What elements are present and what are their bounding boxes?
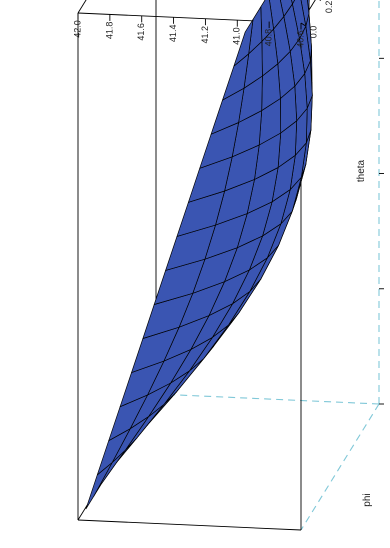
z-tick-label: 41.4 <box>168 25 178 43</box>
z-axis: 40.6 40.8 41.0 41.2 41.4 41.6 41.8 42.0 <box>72 13 305 48</box>
z-tick-label: 40.6 <box>295 30 305 48</box>
z-tick-label: 41.6 <box>136 23 146 41</box>
theta-tick-label: 0.5 <box>388 398 390 411</box>
z-tick-label: 41.0 <box>232 27 242 45</box>
hidden-edge <box>155 393 380 405</box>
phi-tick-label: 0.2 <box>324 1 334 14</box>
phi-tick <box>319 0 322 1</box>
z-tick-label: 41.8 <box>104 22 114 40</box>
box-edge <box>300 0 316 24</box>
box-edge <box>77 519 302 531</box>
surface-mesh <box>85 0 313 510</box>
z-tick-label: 40.8 <box>263 29 273 47</box>
hidden-edge <box>300 403 380 531</box>
theta-axis-label: theta <box>356 159 367 182</box>
theta-tick-label: 1.0 <box>388 283 390 296</box>
theta-tick-label: 2.0 <box>388 52 390 65</box>
z-tick-label: 42.0 <box>72 20 82 38</box>
phi-tick <box>300 22 306 27</box>
phi-tick-label: 0.0 <box>308 26 318 39</box>
theta-axis: 0.51.01.52.02.5 <box>379 52 390 411</box>
theta-tick-label: 1.5 <box>388 167 390 180</box>
surface-facet <box>233 19 254 67</box>
box-edge <box>77 0 87 14</box>
phi-axis: 0.00.20.40.60.81.0 <box>300 0 334 39</box>
z-tick-label: 41.2 <box>200 26 210 44</box>
phi-axis-label: phi <box>362 493 373 506</box>
surface-facet <box>279 0 293 17</box>
hidden-box-edges <box>155 0 380 531</box>
